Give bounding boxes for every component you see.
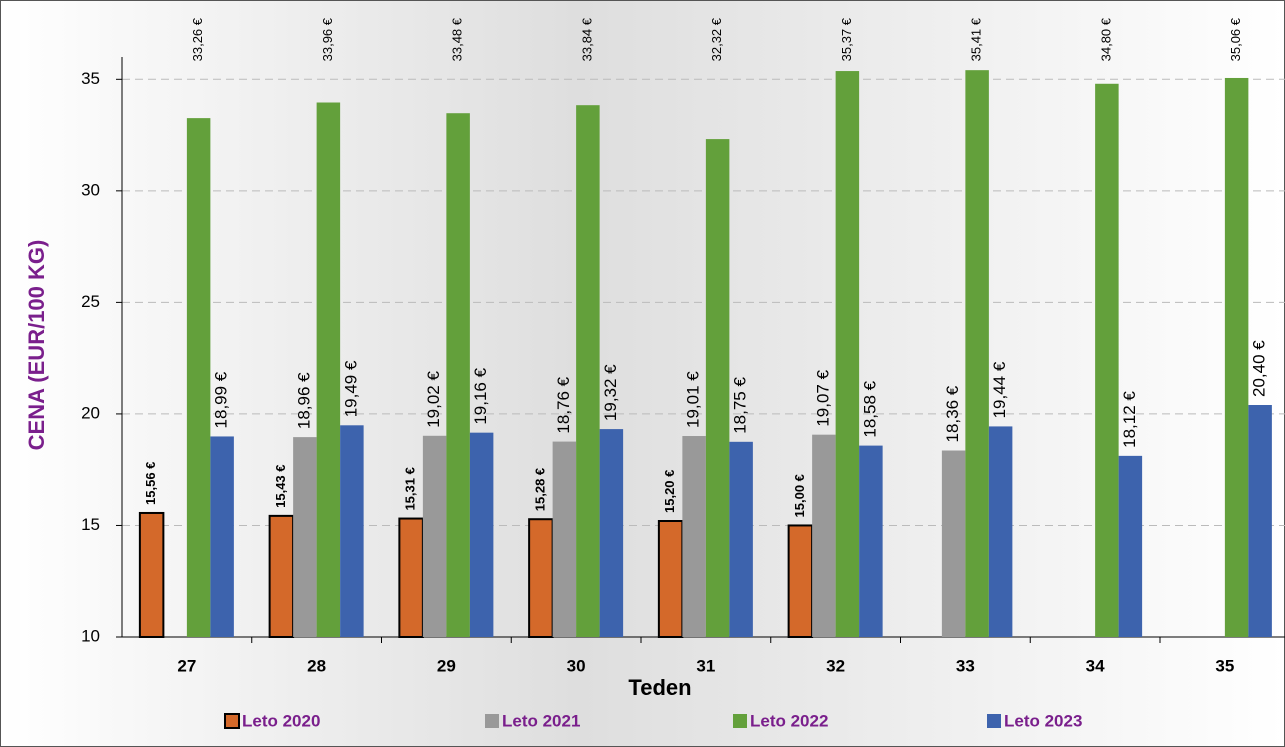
bar (1118, 455, 1143, 637)
data-label: 19,16 € (471, 367, 490, 424)
data-label: 33,84 € (579, 17, 594, 61)
bar (528, 518, 554, 639)
y-tick-label: 35 (81, 69, 100, 88)
data-label: 20,40 € (1250, 340, 1269, 397)
bar (941, 450, 966, 637)
data-label: 19,32 € (601, 364, 620, 421)
data-label: 18,12 € (1120, 391, 1139, 448)
data-label: 19,07 € (813, 369, 832, 426)
x-tick-label: 35 (1215, 656, 1234, 675)
y-tick-label: 15 (81, 515, 100, 534)
bar (446, 113, 470, 637)
legend-swatch (733, 714, 747, 728)
bar (729, 441, 753, 637)
bar (268, 514, 295, 638)
legend-label: Leto 2020 (242, 711, 320, 730)
bar (965, 70, 989, 637)
legend-swatch (485, 714, 499, 728)
data-label: 15,31 € (403, 467, 418, 510)
data-label: 19,01 € (684, 371, 703, 428)
data-label: 35,41 € (969, 17, 984, 61)
bar (293, 437, 317, 637)
y-tick-label: 25 (81, 292, 100, 311)
y-tick-label: 30 (81, 180, 100, 199)
data-label: 18,76 € (554, 376, 573, 433)
x-tick-label: 30 (567, 656, 586, 675)
data-label: 18,96 € (294, 372, 313, 429)
bar (599, 429, 624, 637)
bar (705, 139, 730, 638)
bar (859, 445, 883, 637)
data-label: 35,37 € (839, 17, 854, 61)
bar (316, 102, 341, 637)
data-label: 15,00 € (792, 474, 807, 517)
bar (1095, 83, 1119, 638)
bar (682, 436, 706, 637)
bar (657, 520, 684, 638)
bar (138, 511, 165, 639)
data-label: 15,28 € (532, 468, 547, 511)
data-label: 35,06 € (1228, 17, 1243, 61)
data-label: 33,96 € (320, 17, 335, 61)
bar (1248, 405, 1272, 637)
data-label: 15,43 € (273, 464, 288, 507)
legend-label: Leto 2022 (750, 711, 828, 730)
bar (576, 105, 600, 637)
bar (398, 517, 424, 638)
data-label: 19,44 € (990, 361, 1009, 418)
data-label: 34,80 € (1098, 17, 1113, 61)
x-tick-label: 27 (177, 656, 196, 675)
bar (552, 441, 577, 637)
data-label: 32,32 € (709, 17, 724, 61)
bar (988, 426, 1013, 637)
x-tick-label: 33 (956, 656, 975, 675)
x-tick-label: 31 (696, 656, 715, 675)
legend-swatch (224, 713, 240, 729)
y-tick-label: 20 (81, 403, 100, 422)
data-label: 33,48 € (450, 17, 465, 61)
x-tick-label: 28 (307, 656, 326, 675)
bar (835, 71, 860, 638)
data-label: 15,20 € (662, 470, 677, 513)
bar (787, 524, 814, 639)
data-label: 15,56 € (143, 462, 158, 505)
x-tick-label: 34 (1086, 656, 1105, 675)
data-label: 18,36 € (943, 385, 962, 442)
data-label: 18,58 € (860, 380, 879, 437)
bar (469, 432, 494, 637)
x-tick-label: 32 (826, 656, 845, 675)
bar (812, 434, 836, 637)
x-tick-label: 29 (437, 656, 456, 675)
y-tick-label: 10 (81, 626, 100, 645)
data-label: 19,02 € (424, 371, 443, 428)
data-label: 19,49 € (341, 360, 360, 417)
bar (186, 118, 211, 638)
data-label: 33,26 € (190, 17, 205, 61)
legend-label: Leto 2023 (1004, 711, 1082, 730)
bar (1224, 77, 1249, 637)
data-label: 18,75 € (731, 377, 750, 434)
x-axis-title: Teden (628, 675, 691, 700)
legend-label: Leto 2021 (502, 711, 580, 730)
data-label: 18,99 € (212, 371, 231, 428)
bar (422, 435, 447, 637)
bar (210, 436, 234, 637)
legend-swatch (987, 714, 1001, 728)
y-axis-title: CENA (EUR/100 KG) (24, 240, 49, 451)
bar (340, 425, 364, 637)
